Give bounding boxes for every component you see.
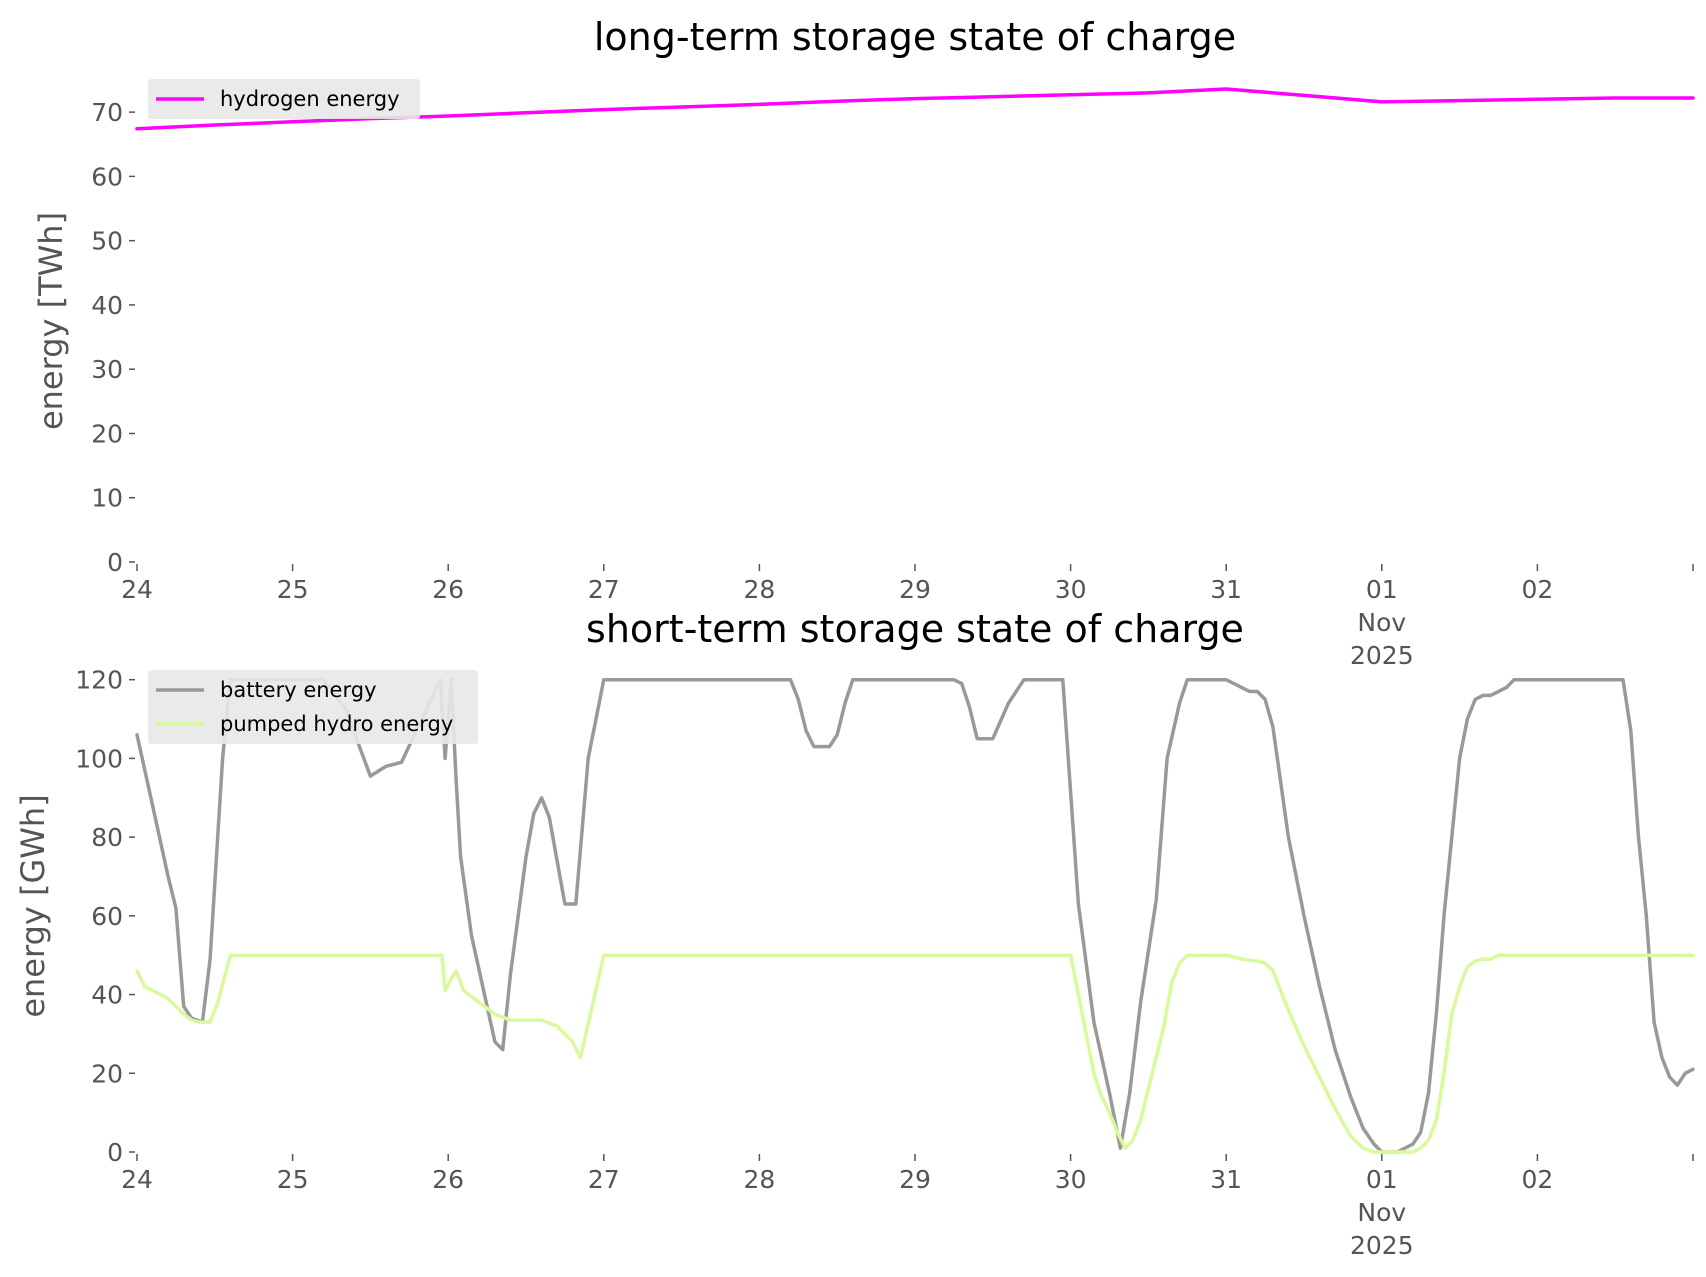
x-tick-label: 27: [588, 575, 620, 604]
x-tick-label: 25: [277, 1165, 309, 1194]
x-tick-label: 28: [743, 1165, 775, 1194]
y-tick-label: 120: [75, 666, 123, 695]
y-tick-label: 40: [91, 981, 123, 1010]
y-axis-label: energy [GWh]: [14, 794, 52, 1017]
x-tick-label: 26: [432, 1165, 464, 1194]
x-tick-label: 24: [121, 1165, 153, 1194]
y-tick-label: 70: [91, 98, 123, 127]
y-tick-label: 50: [91, 227, 123, 256]
x-tick-label: 01 Nov 2025: [1350, 1165, 1414, 1260]
x-tick-label: 25: [277, 575, 309, 604]
series-line-pumped-hydro-energy: [135, 953, 1695, 1154]
y-tick-label: 100: [75, 744, 123, 773]
chart-panel-2: short-term storage state of charge energy…: [14, 607, 1695, 1260]
legend: hydrogen energy: [148, 79, 420, 119]
y-axis-label: energy [TWh]: [32, 212, 70, 430]
legend: battery energy pumped hydro energy: [148, 670, 478, 744]
x-tick-label: 24: [121, 575, 153, 604]
legend-box: [148, 79, 420, 119]
chart-panel-1: long-term storage state of charge energy …: [32, 15, 1695, 670]
x-tick-label: 30: [1055, 575, 1087, 604]
y-tick-label: 40: [91, 291, 123, 320]
chart-title: long-term storage state of charge: [594, 15, 1236, 59]
y-tick-label: 0: [107, 1138, 123, 1167]
y-tick-label: 10: [91, 484, 123, 513]
x-tick-label: 27: [588, 1165, 620, 1194]
y-tick-label: 60: [91, 902, 123, 931]
x-tick-label: 29: [899, 575, 931, 604]
y-tick-label: 20: [91, 1059, 123, 1088]
y-tick-label: 20: [91, 419, 123, 448]
y-tick-label: 60: [91, 162, 123, 191]
y-tick-label: 30: [91, 355, 123, 384]
x-tick-label: 26: [432, 575, 464, 604]
x-tick-label: 02: [1521, 575, 1553, 604]
x-tick-label: 30: [1055, 1165, 1087, 1194]
legend-label: hydrogen energy: [220, 87, 400, 111]
x-tick-label: 31: [1210, 575, 1242, 604]
y-tick-label: 0: [107, 548, 123, 577]
x-tick-label: 29: [899, 1165, 931, 1194]
x-tick-label: 01 Nov 2025: [1350, 575, 1414, 670]
chart-title: short-term storage state of charge: [586, 607, 1244, 651]
x-tick-label: 28: [743, 575, 775, 604]
y-tick-label: 80: [91, 823, 123, 852]
legend-label: pumped hydro energy: [220, 712, 453, 736]
legend-label: battery energy: [220, 678, 377, 702]
series-line-battery-energy: [135, 677, 1695, 1154]
legend-box: [148, 670, 478, 744]
x-tick-label: 02: [1521, 1165, 1553, 1194]
x-tick-label: 31: [1210, 1165, 1242, 1194]
